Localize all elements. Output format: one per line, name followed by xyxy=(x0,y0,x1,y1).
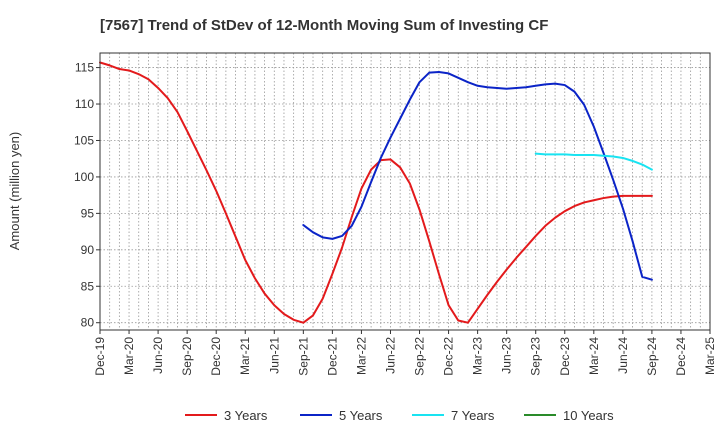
legend: 3 Years 5 Years 7 Years 10 Years xyxy=(185,408,614,423)
series-line-5-years xyxy=(302,70,653,281)
x-tick-label: Dec-19 xyxy=(93,337,107,376)
plot-background xyxy=(100,53,710,330)
chart-title: [7567] Trend of StDev of 12-Month Moving… xyxy=(100,17,548,34)
x-tick-label: Sep-20 xyxy=(180,337,194,376)
y-tick-label: 115 xyxy=(75,61,94,75)
x-tick-label: Dec-22 xyxy=(442,337,456,376)
series-layer xyxy=(99,61,653,324)
y-tick-label: 95 xyxy=(81,206,95,220)
x-tick-label: Mar-25 xyxy=(703,337,717,375)
plot-border xyxy=(99,52,711,331)
x-tick-label: Jun-20 xyxy=(151,337,165,374)
legend-label-10-years: 10 Years xyxy=(563,408,614,423)
y-axis-ticks: 80 85 90 95 100 105 110 115 xyxy=(74,61,100,330)
x-tick-label: Mar-21 xyxy=(238,337,252,375)
x-tick-label: Jun-22 xyxy=(383,337,397,374)
x-tick-label: Mar-20 xyxy=(122,337,136,375)
x-tick-label: Sep-24 xyxy=(645,337,659,376)
x-tick-label: Sep-21 xyxy=(296,337,310,376)
x-tick-label: Mar-24 xyxy=(587,337,601,375)
y-axis-label: Amount (million yen) xyxy=(7,132,22,251)
x-tick-label: Sep-23 xyxy=(529,337,543,376)
x-tick-label: Jun-24 xyxy=(616,337,630,374)
plot-area xyxy=(99,52,711,331)
x-tick-label: Jun-23 xyxy=(500,337,514,374)
series-line-7-years xyxy=(534,152,653,171)
legend-label-3-years: 3 Years xyxy=(224,408,268,423)
y-tick-label: 105 xyxy=(74,133,94,147)
y-tick-label: 80 xyxy=(81,316,95,330)
x-tick-label: Mar-23 xyxy=(471,337,485,375)
x-tick-label: Sep-22 xyxy=(413,337,427,376)
legend-label-5-years: 5 Years xyxy=(339,408,383,423)
x-tick-label: Dec-24 xyxy=(674,337,688,376)
x-tick-label: Mar-22 xyxy=(354,337,368,375)
y-tick-label: 85 xyxy=(81,279,95,293)
x-tick-label: Dec-21 xyxy=(325,337,339,376)
x-axis-ticks: Dec-19 Mar-20 Jun-20 Sep-20 Dec-20 Mar-21 Jun-… xyxy=(93,330,717,376)
series-line-3-years xyxy=(99,61,653,324)
x-tick-label: Jun-21 xyxy=(267,337,281,374)
x-tick-label: Dec-20 xyxy=(209,337,223,376)
x-tick-label: Dec-23 xyxy=(558,337,572,376)
y-tick-label: 90 xyxy=(81,243,95,257)
y-tick-label: 110 xyxy=(75,97,94,111)
y-tick-label: 100 xyxy=(74,170,94,184)
legend-label-7-years: 7 Years xyxy=(451,408,495,423)
